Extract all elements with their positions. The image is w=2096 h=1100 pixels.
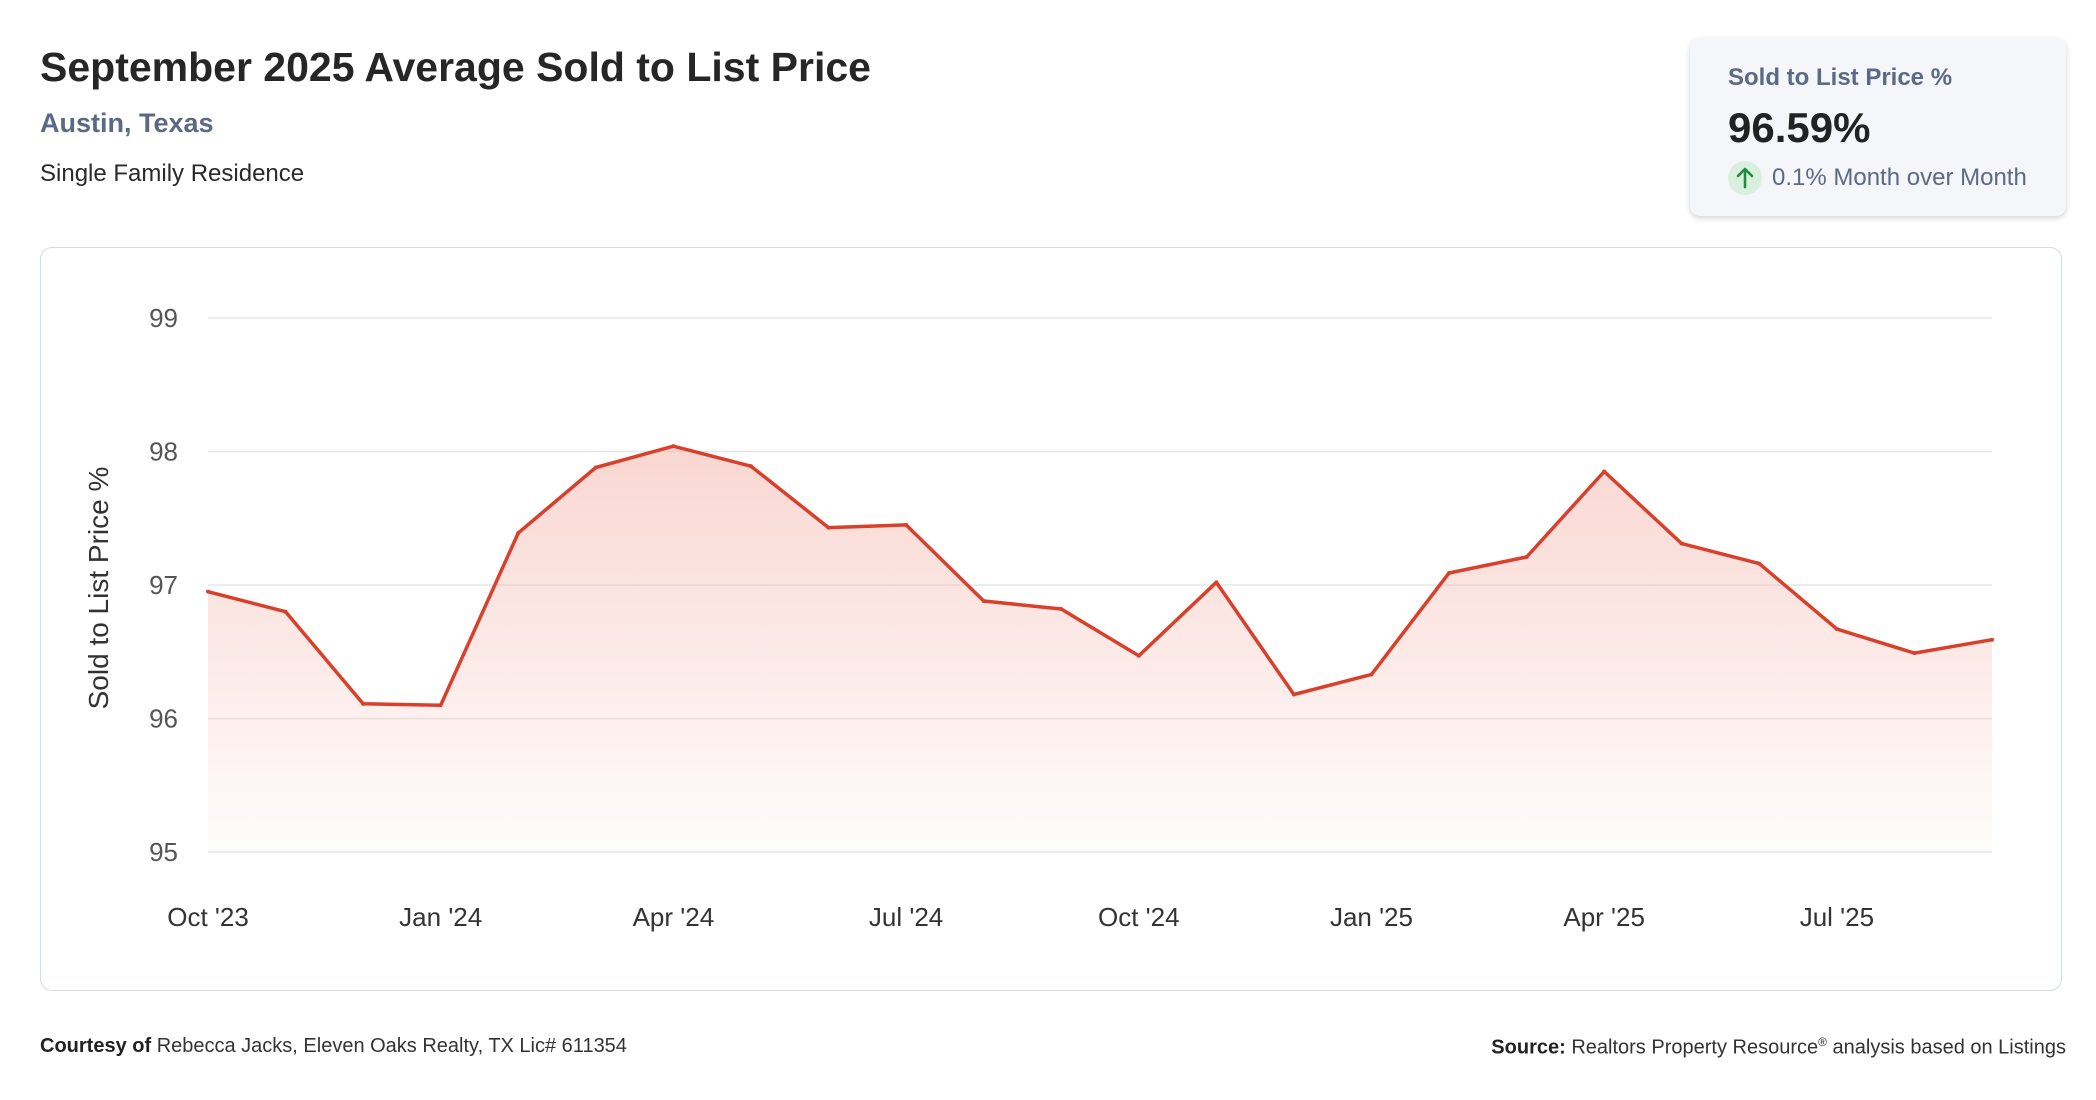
data-point [671, 444, 676, 449]
data-point [1447, 570, 1452, 575]
y-tick-label: 95 [149, 837, 178, 867]
data-point [1214, 580, 1219, 585]
source-suffix: analysis based on Listings [1832, 1036, 2066, 1059]
y-tick-label: 98 [149, 437, 178, 467]
data-point [1524, 554, 1529, 559]
y-axis-ticks: 95 96 97 98 99 [149, 303, 178, 867]
y-tick-label: 96 [149, 704, 178, 734]
x-tick-label: Oct '24 [1098, 902, 1180, 932]
source-label: Source: [1491, 1036, 1566, 1059]
source-text: Realtors Property Resource [1571, 1036, 1819, 1059]
x-tick-label: Oct '23 [167, 902, 249, 932]
x-tick-label: Apr '25 [1563, 902, 1645, 932]
kpi-value: 96.59% [1728, 104, 1871, 151]
courtesy-label: Courtesy of [40, 1035, 152, 1057]
arrow-up-icon [1728, 161, 1762, 195]
data-point [1990, 637, 1994, 642]
y-tick-label: 99 [149, 303, 178, 333]
location-subtitle: Austin, Texas [40, 108, 214, 138]
data-point [748, 464, 753, 469]
kpi-label: Sold to List Price % [1728, 64, 1953, 91]
data-point [1059, 607, 1064, 612]
data-point [361, 701, 366, 706]
data-point [1834, 627, 1839, 632]
data-point [1136, 653, 1141, 658]
data-point [1291, 692, 1296, 697]
kpi-card: Sold to List Price % 96.59% 0.1% Month o… [1690, 38, 2066, 216]
page-title: September 2025 Average Sold to List Pric… [40, 44, 871, 90]
source-footer: Source: Realtors Property Resource® anal… [1491, 1035, 2066, 1060]
data-point [1679, 541, 1684, 546]
data-point [593, 465, 598, 470]
data-point [1369, 672, 1374, 677]
data-point [826, 525, 831, 530]
series-points [206, 444, 1994, 708]
x-tick-label: Jan '24 [399, 902, 482, 932]
data-point [904, 522, 909, 527]
series-line [207, 444, 1993, 707]
data-point [1912, 651, 1917, 656]
y-axis-label: Sold to List Price % [83, 467, 114, 710]
data-point [283, 609, 288, 614]
x-tick-label: Jul '24 [869, 902, 943, 932]
data-point [438, 703, 443, 708]
courtesy-text: Rebecca Jacks, Eleven Oaks Realty, TX Li… [156, 1035, 627, 1057]
x-tick-label: Jul '25 [1800, 902, 1874, 932]
area-fill [208, 446, 1992, 852]
data-point [1757, 561, 1762, 566]
y-tick-label: 97 [149, 570, 178, 600]
kpi-change: 0.1% Month over Month [1728, 160, 2027, 196]
registered-mark: ® [1818, 1035, 1827, 1049]
x-tick-label: Apr '24 [633, 902, 715, 932]
x-axis-ticks: Oct '23 Jan '24 Apr '24 Jul '24 Oct '24 Jan '… [167, 902, 1874, 932]
kpi-change-text: 0.1% Month over Month [1772, 164, 2027, 191]
x-tick-label: Jan '25 [1330, 902, 1413, 932]
data-point [516, 530, 521, 535]
data-point [981, 599, 986, 604]
property-type-label: Single Family Residence [40, 160, 305, 187]
data-point [1602, 469, 1607, 474]
courtesy-footer: Courtesy of Rebecca Jacks, Eleven Oaks R… [40, 1035, 627, 1058]
data-point [206, 589, 210, 594]
